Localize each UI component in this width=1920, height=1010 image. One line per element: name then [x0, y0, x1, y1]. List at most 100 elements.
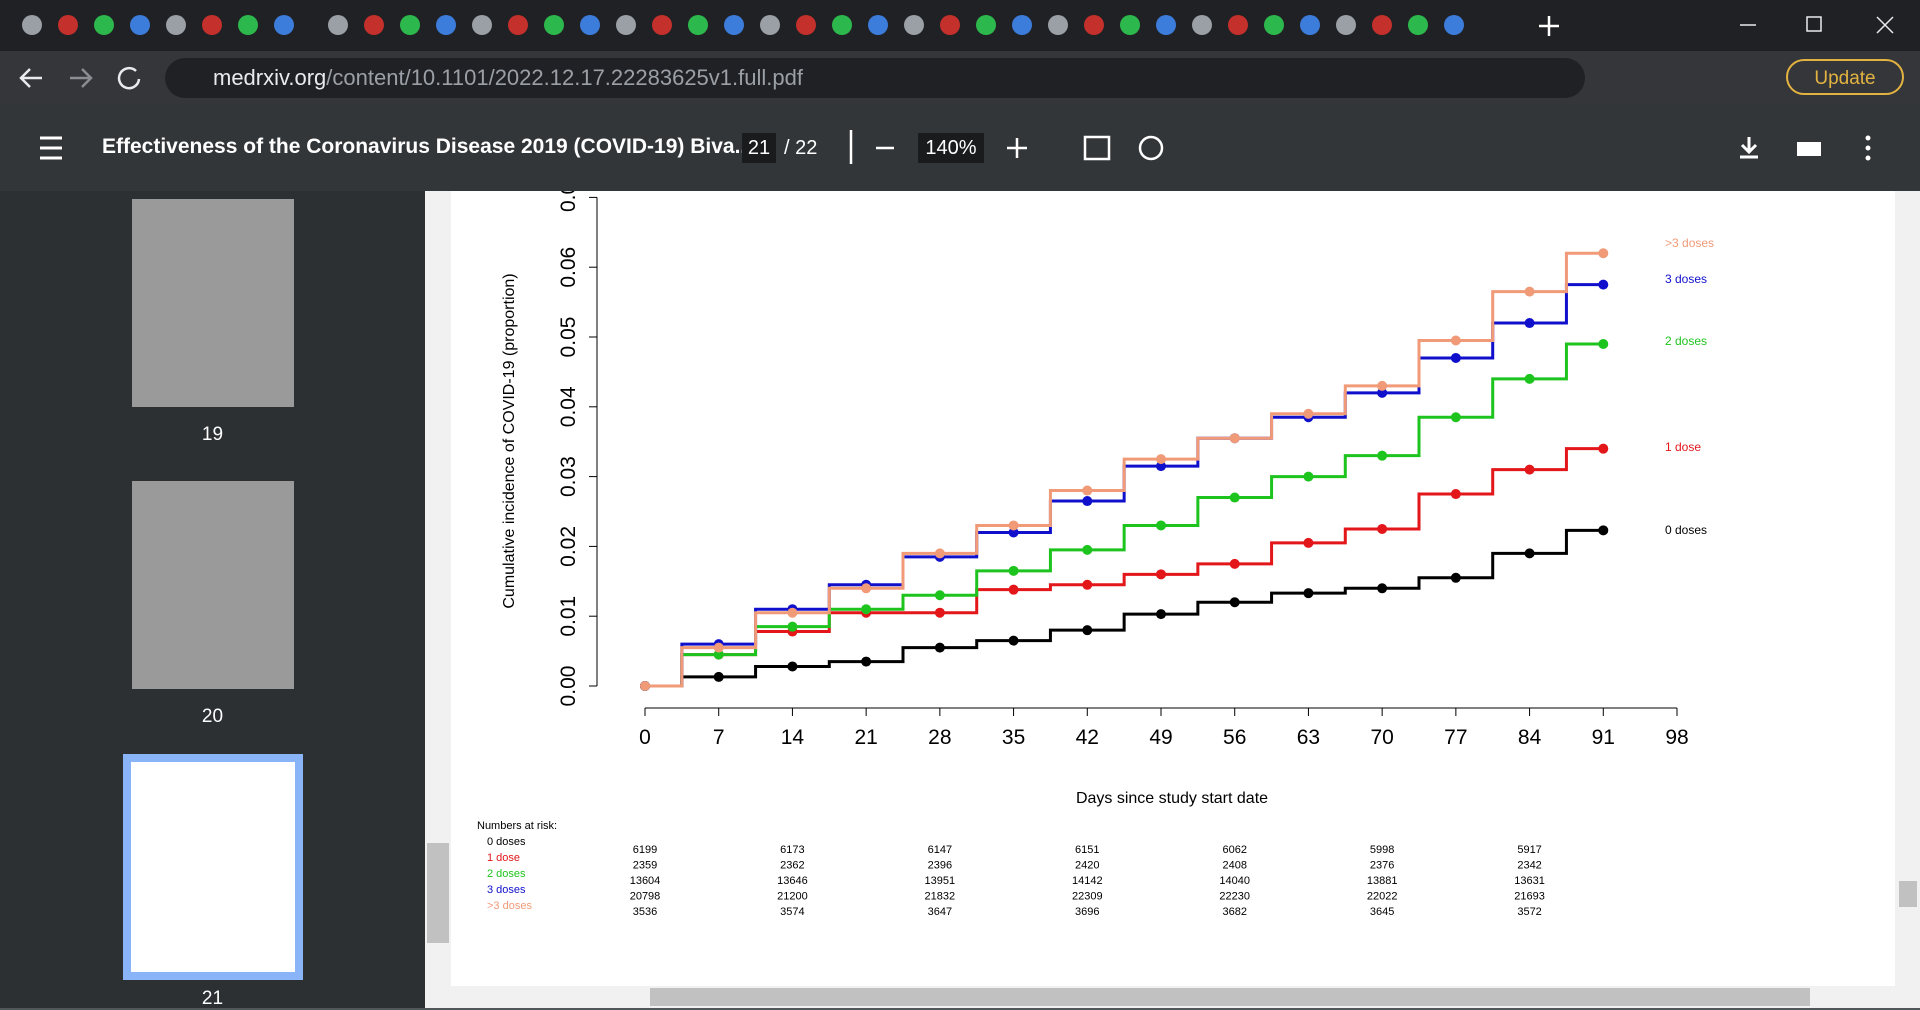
page-total: / 22	[784, 137, 818, 159]
thumbnail-number: 19	[201, 424, 224, 445]
x-tick-label: 63	[1297, 726, 1320, 749]
risk-value: 6199	[633, 844, 657, 856]
tab-icon	[328, 15, 348, 35]
step-segment	[1455, 551, 1530, 580]
step-segment	[939, 523, 1014, 555]
y-tick-label: 0.05	[557, 317, 580, 358]
point	[861, 604, 872, 615]
tab-icon	[652, 15, 672, 35]
tab-icon	[1444, 15, 1464, 35]
risk-value: 6151	[1075, 844, 1099, 856]
tab-icon	[1300, 15, 1320, 35]
risk-value: 3645	[1370, 906, 1394, 918]
point	[861, 583, 872, 594]
risk-value: 3647	[928, 906, 952, 918]
right-scrollbar[interactable]	[1895, 191, 1920, 986]
tab-icon	[1372, 15, 1392, 35]
risk-value: 20798	[630, 891, 661, 903]
page-scrollbar[interactable]	[425, 191, 451, 986]
step-segment	[1455, 377, 1530, 419]
step-segment	[1382, 576, 1456, 590]
point	[1377, 583, 1388, 594]
step-segment	[1087, 572, 1161, 587]
step-segment	[1013, 548, 1088, 573]
point	[1377, 380, 1388, 391]
risk-value: 13951	[925, 875, 956, 887]
point	[1082, 485, 1093, 496]
url-host: medrxiv.org	[213, 65, 327, 90]
tab-icon	[1012, 15, 1032, 35]
risk-value: 2408	[1222, 860, 1246, 872]
tab-icon	[1084, 15, 1104, 35]
risk-value: 2342	[1517, 860, 1541, 872]
risk-value: 6147	[928, 844, 952, 856]
risk-value: 14040	[1219, 875, 1250, 887]
tab-icon	[976, 15, 996, 35]
zoom-input[interactable]: 140%	[918, 133, 984, 163]
step-segment	[1013, 628, 1088, 643]
tab-icon	[400, 15, 420, 35]
step-segment	[1234, 412, 1309, 440]
risk-value: 13646	[777, 875, 808, 887]
thumbnail-number: 21	[201, 988, 224, 1009]
step-segment	[939, 588, 1014, 615]
risk-value: 22022	[1367, 891, 1398, 903]
tab-icon	[1228, 15, 1248, 35]
y-tick-label: 0.01	[557, 596, 580, 637]
point	[1377, 523, 1388, 534]
point	[1598, 338, 1609, 349]
risk-value: 21832	[925, 891, 956, 903]
x-axis-label: Days since study start date	[1076, 790, 1268, 807]
risk-value: 3696	[1075, 906, 1099, 918]
tab-icon	[868, 15, 888, 35]
step-segment	[1013, 583, 1088, 592]
thumbnail[interactable]	[132, 481, 294, 689]
step-segment	[939, 639, 1014, 650]
thumbnail[interactable]	[132, 199, 294, 407]
risk-value: 3574	[780, 906, 804, 918]
update-button[interactable]: Update	[1786, 59, 1904, 95]
x-tick-label: 0	[639, 726, 651, 749]
thumbnail-selected[interactable]	[123, 754, 303, 980]
tab-icon	[580, 15, 600, 35]
step-segment	[1308, 384, 1383, 416]
risk-value: 5917	[1517, 844, 1541, 856]
y-axis-label: Cumulative incidence of COVID-19 (propor…	[501, 273, 518, 608]
risk-value: 13881	[1367, 875, 1398, 887]
omnibox[interactable]: medrxiv.org/content/10.1101/2022.12.17.2…	[165, 58, 1585, 98]
menu-icon[interactable]	[30, 105, 90, 191]
horizontal-scrollbar[interactable]	[425, 986, 1920, 1008]
risk-value: 3572	[1517, 906, 1541, 918]
risk-value: 2420	[1075, 860, 1099, 872]
tab-icon	[166, 15, 186, 35]
pdf-toolbar: Effectiveness of the Coronavirus Disease…	[0, 105, 1920, 191]
risk-value: 6062	[1222, 844, 1246, 856]
thumbnail-sidebar: 19 20 21	[0, 191, 425, 1009]
step-segment	[792, 607, 867, 629]
y-tick-label: 0.02	[557, 526, 580, 567]
step-segment	[1382, 492, 1456, 531]
nav-buttons[interactable]	[0, 51, 160, 105]
tab-icon	[904, 15, 924, 35]
step-segment	[1308, 586, 1383, 595]
step-segment	[1013, 489, 1088, 527]
legend-label: 2 doses	[1665, 334, 1707, 348]
point	[1598, 525, 1609, 536]
step-segment	[718, 664, 793, 679]
tab-icon	[1336, 15, 1356, 35]
page-input[interactable]: 21	[742, 133, 776, 163]
tab-icon	[22, 15, 42, 35]
step-segment	[1382, 338, 1456, 388]
tab-icon	[688, 15, 708, 35]
step-segment	[792, 660, 867, 668]
step-segment	[1455, 290, 1530, 342]
point	[1598, 279, 1609, 290]
legend-label: >3 doses	[1665, 236, 1714, 250]
risk-value: 13631	[1514, 875, 1545, 887]
point	[1082, 625, 1093, 636]
legend-label: 0 doses	[1665, 523, 1707, 537]
x-tick-label: 70	[1370, 726, 1393, 749]
y-tick-label: 0.06	[557, 247, 580, 288]
step-segment	[1308, 527, 1383, 545]
